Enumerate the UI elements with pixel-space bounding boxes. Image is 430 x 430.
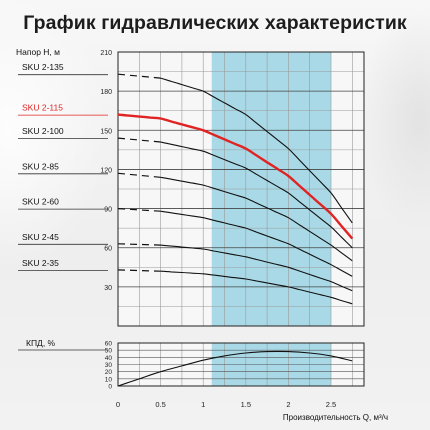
plot-frame	[117, 51, 365, 327]
page-title: График гидравлических характеристик	[23, 12, 407, 34]
y-axis-label: КПД, %	[26, 338, 56, 348]
y-tick-label: 30	[104, 285, 112, 292]
x-tick-label: 2	[286, 400, 290, 409]
y-tick-label: 120	[100, 167, 112, 174]
series-label: SKU 2-60	[22, 197, 59, 207]
series-line	[117, 113, 354, 240]
x-tick-label: 0.5	[155, 400, 165, 409]
y-tick-label: 150	[100, 128, 112, 135]
series-line	[160, 77, 353, 224]
y-tick-label: 50	[105, 348, 113, 355]
x-axis-label: Производительность Q, м³/ч	[283, 413, 388, 422]
y-axis-label: Напор H, м	[16, 47, 60, 57]
x-tick-label: 0	[116, 400, 120, 409]
series-label: SKU 2-100	[22, 126, 64, 136]
series-line	[160, 141, 353, 249]
series-line	[117, 350, 353, 387]
y-tick-label: 90	[104, 207, 112, 214]
y-tick-label: 0	[108, 384, 112, 391]
series-line	[160, 210, 353, 277]
y-tick-label: 20	[105, 369, 113, 376]
y-tick-label: 10	[105, 376, 113, 383]
y-tick-label: 60	[105, 341, 113, 348]
y-tick-label: 180	[100, 89, 112, 96]
series-label: SKU 2-45	[22, 232, 59, 242]
series-label: SKU 2-85	[22, 161, 59, 171]
series-line	[160, 270, 353, 305]
series-line	[160, 244, 353, 292]
y-tick-label: 60	[104, 246, 112, 253]
y-tick-label: 210	[100, 50, 112, 57]
x-tick-label: 2.5	[326, 400, 336, 409]
series-label: SKU 2-35	[22, 258, 59, 268]
series-label: SKU 2-115	[22, 103, 63, 113]
y-tick-label: 40	[105, 355, 113, 362]
y-tick-label: 30	[105, 362, 113, 369]
head-chart: 30 60 90 120 150 180 210 Напор H, м SKU 2-135 SKU…	[16, 47, 365, 327]
series-label: SKU 2-135	[22, 62, 64, 72]
x-tick-label: 1.5	[241, 400, 251, 409]
x-tick-label: 1	[201, 400, 205, 409]
series-line	[160, 176, 353, 262]
plot-frame	[117, 342, 365, 387]
